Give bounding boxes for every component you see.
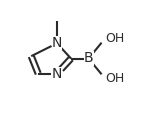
Text: OH: OH [105, 32, 124, 45]
Text: N: N [52, 67, 62, 81]
Text: OH: OH [105, 72, 124, 85]
Text: N: N [52, 36, 62, 50]
Text: B: B [84, 51, 93, 66]
